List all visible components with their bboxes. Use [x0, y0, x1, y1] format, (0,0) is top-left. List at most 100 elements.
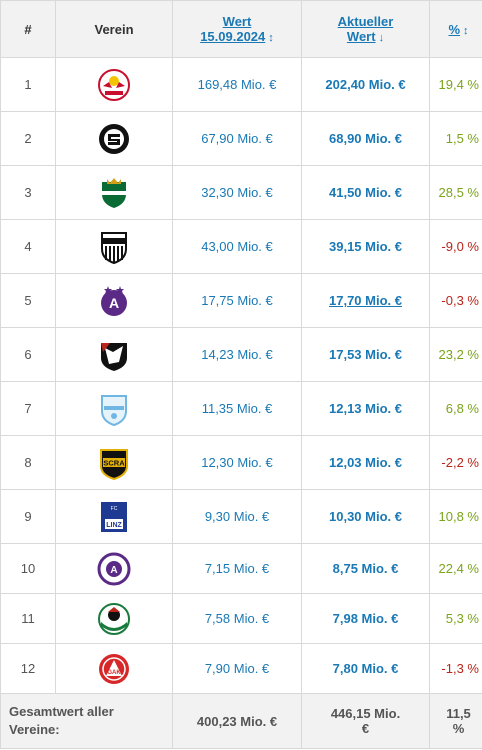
header-value-date-label: 15.09.2024	[200, 29, 266, 44]
club-cell[interactable]: SCRA	[55, 435, 173, 490]
current-value-cell[interactable]: 8,75 Mio. €	[301, 543, 430, 594]
sort-icon[interactable]: ↕	[268, 32, 274, 44]
percent-change-cell: -1,3 %	[429, 643, 482, 694]
svg-text:FC: FC	[111, 506, 118, 512]
current-value-cell[interactable]: 17,70 Mio. €	[301, 273, 430, 328]
current-value-cell[interactable]: 7,98 Mio. €	[301, 593, 430, 644]
wolfsberger-ac-logo[interactable]	[97, 338, 131, 372]
club-cell[interactable]: LINZ FC	[55, 489, 173, 544]
header-current-label: Aktueller	[337, 14, 394, 29]
grazer-ak-logo[interactable]: GAK	[97, 652, 131, 686]
sturm-graz-logo[interactable]	[97, 122, 131, 156]
wsg-tirol-logo[interactable]	[97, 602, 131, 636]
club-cell[interactable]	[55, 57, 173, 112]
table-row[interactable]: 4 43,00 Mio. €39,15 Mio. € -9,0 %	[0, 219, 482, 274]
club-cell[interactable]	[55, 219, 173, 274]
current-value-cell[interactable]: 17,53 Mio. €	[301, 327, 430, 382]
lask-logo[interactable]	[97, 230, 131, 264]
value-date-cell: 7,15 Mio. €	[172, 543, 302, 594]
current-value-cell[interactable]: 39,15 Mio. €	[301, 219, 430, 274]
rapid-wien-logo[interactable]	[97, 176, 131, 210]
table-row[interactable]: 6 14,23 Mio. €17,53 Mio. €23,2 %	[0, 327, 482, 382]
rank-cell: 12	[0, 643, 56, 694]
club-cell[interactable]	[55, 593, 173, 644]
table-row[interactable]: 7 11,35 Mio. €12,13 Mio. €6,8 %	[0, 381, 482, 436]
scr-altach-logo[interactable]: SCRA	[97, 446, 131, 480]
table-row[interactable]: 12 GAK 7,90 Mio. €7,80 Mio. € -1,3 %	[0, 643, 482, 694]
sort-icon[interactable]: ↕	[463, 24, 469, 37]
current-value-cell[interactable]: 68,90 Mio. €	[301, 111, 430, 166]
sort-link-percent[interactable]: %	[448, 21, 461, 37]
club-cell[interactable]	[55, 111, 173, 166]
club-cell[interactable]: GAK	[55, 643, 173, 694]
total-label: Gesamtwert aller Vereine:	[0, 693, 173, 749]
percent-change-cell: -0,3 %	[429, 273, 482, 328]
value-date-cell: 7,58 Mio. €	[172, 593, 302, 644]
table-row[interactable]: 8 SCRA 12,30 Mio. €12,03 Mio. € -2,2 %	[0, 435, 482, 490]
value-date-cell: 169,48 Mio. €	[172, 57, 302, 112]
current-value-cell[interactable]: 12,03 Mio. €	[301, 435, 430, 490]
current-value-cell[interactable]: 10,30 Mio. €	[301, 489, 430, 544]
table-row[interactable]: 9 LINZ FC 9,30 Mio. €10,30 Mio. €10,8 %	[0, 489, 482, 544]
tsv-hartberg-logo[interactable]	[97, 392, 131, 426]
current-value-cell[interactable]: 7,80 Mio. €	[301, 643, 430, 694]
value-date-cell: 32,30 Mio. €	[172, 165, 302, 220]
blau-weiss-linz-logo[interactable]: LINZ FC	[97, 500, 131, 534]
percent-change-cell: -9,0 %	[429, 219, 482, 274]
club-cell[interactable]: A	[55, 543, 173, 594]
rank-cell: 7	[0, 381, 56, 436]
current-value-cell[interactable]: 12,13 Mio. €	[301, 381, 430, 436]
table-row[interactable]: 11 7,58 Mio. €7,98 Mio. €5,3 %	[0, 593, 482, 644]
rank-cell: 1	[0, 57, 56, 112]
header-value-label: Wert	[222, 14, 252, 29]
total-value-date: 400,23 Mio. €	[172, 693, 302, 749]
value-date-cell: 12,30 Mio. €	[172, 435, 302, 490]
header-percent[interactable]: % ↕	[429, 0, 482, 58]
rank-cell: 10	[0, 543, 56, 594]
total-row: Gesamtwert aller Vereine: 400,23 Mio. € 4…	[0, 693, 482, 749]
rank-cell: 6	[0, 327, 56, 382]
total-current-value: 446,15 Mio. €	[301, 693, 430, 749]
table-row[interactable]: 5 A 17,75 Mio. €17,70 Mio. € -0,3 %	[0, 273, 482, 328]
club-cell[interactable]: A	[55, 273, 173, 328]
current-value-cell[interactable]: 202,40 Mio. €	[301, 57, 430, 112]
rank-cell: 8	[0, 435, 56, 490]
header-value-date[interactable]: Wert 15.09.2024 ↕	[172, 0, 302, 58]
svg-text:A: A	[110, 565, 117, 576]
svg-text:SCRA: SCRA	[103, 458, 125, 467]
table-row[interactable]: 2 67,90 Mio. €68,90 Mio. €1,5 %	[0, 111, 482, 166]
rank-cell: 5	[0, 273, 56, 328]
austria-klagenfurt-logo[interactable]: A	[97, 552, 131, 586]
club-cell[interactable]	[55, 381, 173, 436]
sort-link-value-date[interactable]: Wert 15.09.2024	[200, 14, 265, 44]
value-date-cell: 67,90 Mio. €	[172, 111, 302, 166]
percent-change-cell: -2,2 %	[429, 435, 482, 490]
percent-change-cell: 1,5 %	[429, 111, 482, 166]
header-current-value[interactable]: Aktueller Wert ↓	[301, 0, 430, 58]
club-cell[interactable]	[55, 165, 173, 220]
percent-change-cell: 23,2 %	[429, 327, 482, 382]
rank-cell: 11	[0, 593, 56, 644]
percent-change-cell: 10,8 %	[429, 489, 482, 544]
total-percent: 11,5%	[429, 693, 482, 749]
rank-cell: 4	[0, 219, 56, 274]
svg-text:GAK: GAK	[107, 670, 121, 676]
table-row[interactable]: 10 A 7,15 Mio. €8,75 Mio. €22,4 %	[0, 543, 482, 594]
percent-change-cell: 5,3 %	[429, 593, 482, 644]
value-date-cell: 17,75 Mio. €	[172, 273, 302, 328]
value-date-cell: 9,30 Mio. €	[172, 489, 302, 544]
table-row[interactable]: 3 32,30 Mio. €41,50 Mio. €28,5 %	[0, 165, 482, 220]
table-row[interactable]: 1 169,48 Mio. €202,40 Mio. €19,4 %	[0, 57, 482, 112]
club-cell[interactable]	[55, 327, 173, 382]
header-rank: #	[0, 0, 56, 58]
austria-wien-logo[interactable]: A	[97, 284, 131, 318]
sort-desc-icon[interactable]: ↓	[378, 32, 385, 44]
rank-cell: 3	[0, 165, 56, 220]
redbull-salzburg-logo[interactable]	[97, 68, 131, 102]
sort-link-current-value[interactable]: Aktueller Wert	[338, 14, 394, 44]
value-date-cell: 43,00 Mio. €	[172, 219, 302, 274]
current-value-cell[interactable]: 41,50 Mio. €	[301, 165, 430, 220]
table-header-row: # Verein Wert 15.09.2024 ↕ Aktueller Wert ↓ …	[0, 0, 482, 58]
percent-change-cell: 6,8 %	[429, 381, 482, 436]
